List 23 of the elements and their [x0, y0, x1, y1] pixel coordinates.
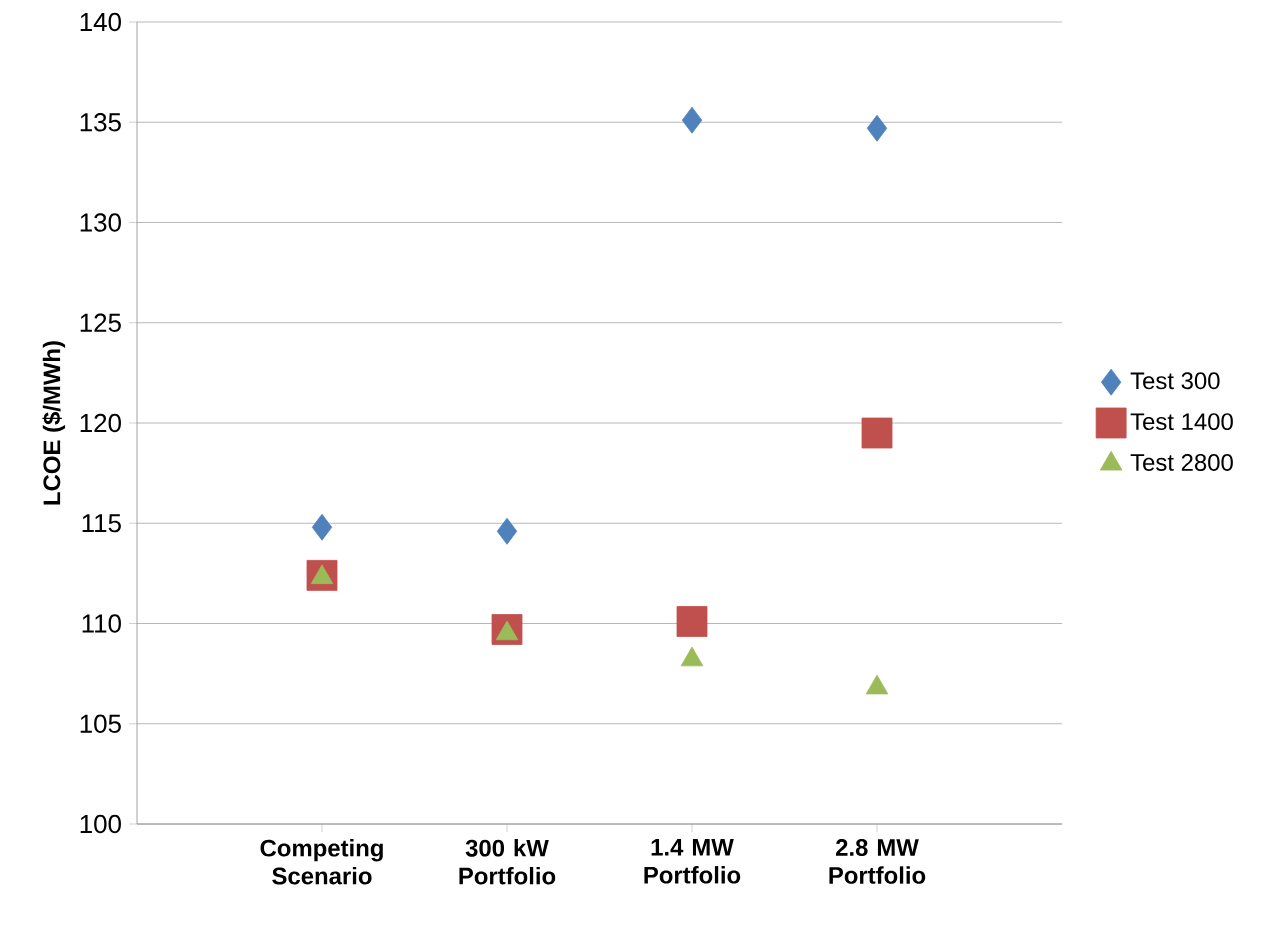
y-tick-label: 105 [80, 714, 121, 733]
point [861, 417, 893, 449]
x-tick-label: 300 kW Portfolio [459, 839, 556, 885]
y-tick-label: 130 [80, 213, 121, 232]
y-tick-label: 115 [82, 514, 121, 533]
y-tick-label: 110 [82, 614, 121, 633]
point [311, 513, 333, 541]
y-tick-label: 135 [80, 113, 121, 132]
point [866, 114, 888, 142]
y-tick-label: 100 [80, 814, 121, 834]
y-tick-label: 120 [80, 413, 121, 433]
point [676, 606, 708, 637]
y-tick-label: 125 [80, 313, 121, 332]
legend-label: Test 2800 [1130, 453, 1233, 471]
point [496, 517, 518, 545]
x-tick-label: 2.8 MW Portfolio [829, 839, 926, 884]
y-tick-label: 140 [80, 12, 121, 32]
x-tick-label: Competing Scenario [260, 839, 383, 885]
x-tick-label: 1.4 MW Portfolio [644, 839, 741, 884]
y-axis-title: LCOE ($/MWh) [42, 341, 66, 505]
legend-label: Test 300 [1130, 372, 1220, 390]
legend-label: Test 1400 [1130, 413, 1233, 431]
point [681, 106, 703, 134]
